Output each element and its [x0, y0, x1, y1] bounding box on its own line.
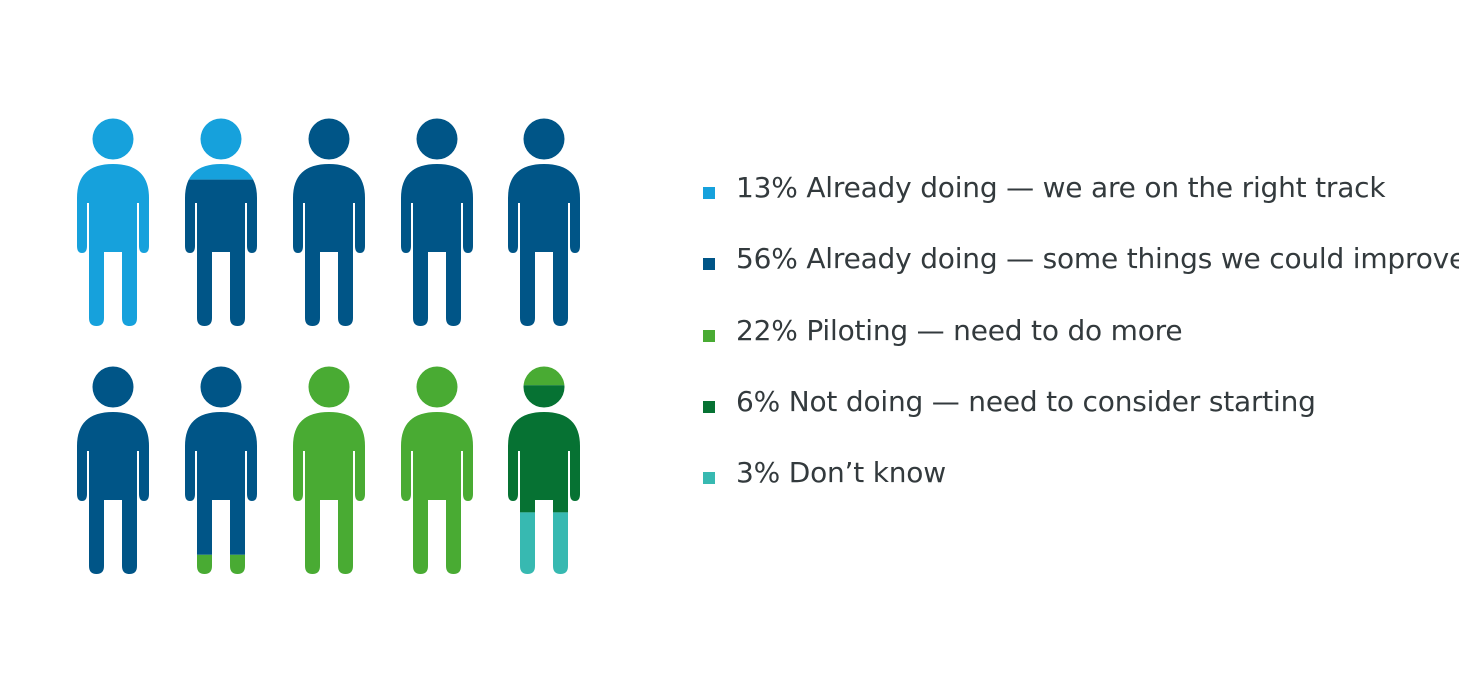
legend-label-already-improve: 56% Already doing — some things we could…: [736, 242, 1459, 276]
person-fill-3-already-improve: [293, 118, 365, 326]
person-fill-7-already-improve: [185, 366, 257, 555]
legend-item-not-doing: 6% Not doing — need to consider starting: [703, 382, 1459, 453]
legend-item-already-right-track: 13% Already doing — we are on the right …: [703, 168, 1459, 239]
person-fill-5-already-improve: [508, 118, 580, 326]
person-icon-7: [185, 366, 257, 574]
legend-swatch-dont-know: [703, 472, 715, 485]
person-fill-6-already-improve: [77, 366, 149, 574]
pictogram: [77, 118, 580, 574]
legend-item-already-improve: 56% Already doing — some things we could…: [703, 239, 1459, 310]
legend-swatch-already-improve: [703, 258, 715, 271]
person-icon-8: [293, 366, 365, 574]
legend-item-dont-know: 3% Don’t know: [703, 453, 1459, 524]
person-icon-1: [77, 118, 149, 326]
person-fill-10-not-doing: [508, 385, 580, 513]
legend-label-already-right-track: 13% Already doing — we are on the right …: [736, 171, 1386, 204]
person-fill-7-piloting: [185, 554, 257, 574]
person-icon-10: [508, 366, 580, 574]
person-icon-3: [293, 118, 365, 326]
legend-swatch-already-right-track: [703, 187, 715, 199]
person-icon-4: [401, 118, 473, 326]
person-icon-9: [401, 366, 473, 574]
person-icon-5: [508, 118, 580, 326]
person-icon-2: [185, 118, 257, 326]
legend-label-piloting: 22% Piloting — need to do more: [736, 313, 1183, 347]
person-fill-2-already-right-track: [185, 118, 257, 180]
person-fill-10-piloting: [508, 366, 580, 386]
person-fill-8-piloting: [293, 366, 365, 574]
legend-label-dont-know: 3% Don’t know: [736, 456, 946, 490]
legend-item-piloting: 22% Piloting — need to do more: [703, 311, 1459, 382]
person-fill-1-already-right-track: [77, 118, 149, 326]
person-fill-9-piloting: [401, 366, 473, 574]
legend-swatch-not-doing: [703, 400, 715, 413]
person-icon-6: [77, 366, 149, 574]
person-fill-10-dont-know: [508, 512, 580, 574]
person-fill-4-already-improve: [401, 118, 473, 326]
legend-swatch-piloting: [703, 329, 715, 342]
person-fill-2-already-improve: [185, 179, 257, 326]
legend-label-not-doing: 6% Not doing — need to consider starting: [736, 384, 1316, 418]
legend: 13% Already doing — we are on the right …: [703, 168, 1459, 524]
